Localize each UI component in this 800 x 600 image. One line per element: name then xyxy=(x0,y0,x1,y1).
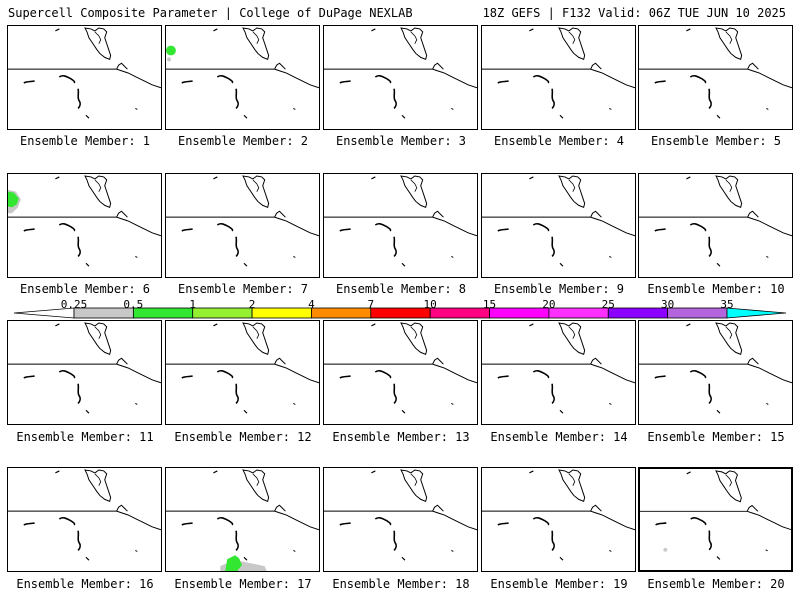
ensemble-member-panel[interactable] xyxy=(165,467,320,572)
scp-contour xyxy=(663,547,668,552)
colorbar-tick-label: 7 xyxy=(367,298,375,311)
ensemble-member-panel[interactable] xyxy=(638,173,793,278)
member-map xyxy=(324,469,477,561)
member-map xyxy=(8,322,161,414)
member-label: Ensemble Member: 3 xyxy=(335,134,467,148)
member-label: Ensemble Member: 18 xyxy=(332,577,470,591)
ensemble-member-panel[interactable] xyxy=(481,25,636,130)
member-label: Ensemble Member: 10 xyxy=(647,282,785,296)
member-map xyxy=(482,27,635,119)
member-map xyxy=(166,27,319,119)
ensemble-member-panel[interactable] xyxy=(165,320,320,425)
member-label: Ensemble Member: 5 xyxy=(650,134,782,148)
ensemble-member-panel[interactable] xyxy=(7,173,162,278)
colorbar-segment xyxy=(192,307,253,319)
member-label: Ensemble Member: 11 xyxy=(16,430,154,444)
colorbar-tick-label: 4 xyxy=(308,298,315,311)
colorbar-segment xyxy=(251,307,312,319)
member-map xyxy=(482,175,635,267)
colorbar-segment xyxy=(370,307,431,319)
member-label: Ensemble Member: 14 xyxy=(490,430,628,444)
run-valid-time: 18Z GEFS | F132 Valid: 06Z TUE JUN 10 20… xyxy=(482,6,786,20)
member-map xyxy=(166,469,319,571)
colorbar-segment xyxy=(311,307,372,319)
ensemble-member-panel[interactable] xyxy=(165,173,320,278)
colorbar-segment xyxy=(667,307,728,319)
member-label: Ensemble Member: 9 xyxy=(493,282,625,296)
ensemble-member-panel[interactable] xyxy=(323,173,478,278)
member-map xyxy=(324,27,477,119)
member-label: Ensemble Member: 7 xyxy=(177,282,309,296)
ensemble-member-panel[interactable] xyxy=(638,25,793,130)
member-label: Ensemble Member: 4 xyxy=(493,134,625,148)
member-label: Ensemble Member: 17 xyxy=(174,577,312,591)
ensemble-member-panel[interactable] xyxy=(7,467,162,572)
colorbar-tick-label: 20 xyxy=(542,298,556,311)
ensemble-member-panel[interactable] xyxy=(165,25,320,130)
scp-contour xyxy=(166,57,171,62)
member-label: Ensemble Member: 1 xyxy=(19,134,151,148)
colorbar-tick-label: 2 xyxy=(248,298,256,311)
colorbar-tick-label: 1 xyxy=(189,298,197,311)
colorbar-segment xyxy=(489,307,550,319)
scp-contour xyxy=(8,191,19,208)
member-label: Ensemble Member: 16 xyxy=(16,577,154,591)
member-map xyxy=(8,27,161,119)
member-label: Ensemble Member: 15 xyxy=(647,430,785,444)
colorbar-segment xyxy=(429,307,490,319)
ensemble-member-panel[interactable] xyxy=(323,467,478,572)
color-scale-bar xyxy=(13,307,787,319)
colorbar-tick-label: 10 xyxy=(423,298,437,311)
ensemble-member-panel[interactable] xyxy=(481,320,636,425)
member-map xyxy=(166,322,319,414)
colorbar-tick-label: 0.25 xyxy=(60,298,88,311)
member-map xyxy=(482,322,635,414)
ensemble-member-panel[interactable] xyxy=(323,25,478,130)
member-map xyxy=(639,322,792,414)
colorbar-tick-label: 15 xyxy=(482,298,497,311)
member-map xyxy=(8,175,161,267)
ensemble-member-panel[interactable] xyxy=(638,320,793,425)
member-label: Ensemble Member: 20 xyxy=(647,577,785,591)
page-title: Supercell Composite Parameter | College … xyxy=(8,6,413,20)
ensemble-member-panel[interactable] xyxy=(481,173,636,278)
member-label: Ensemble Member: 19 xyxy=(490,577,628,591)
member-map xyxy=(8,469,161,561)
scp-contour xyxy=(166,45,176,56)
colorbar-tick-label: 30 xyxy=(661,298,675,311)
scp-contour xyxy=(225,555,243,571)
colorbar-tick-label: 25 xyxy=(601,298,615,311)
member-map xyxy=(324,175,477,267)
colorbar-segment xyxy=(607,307,669,319)
member-map xyxy=(482,469,635,561)
colorbar-segment xyxy=(548,307,609,319)
ensemble-member-panel[interactable] xyxy=(323,320,478,425)
colorbar-high-cap xyxy=(726,307,787,319)
ensemble-member-panel[interactable] xyxy=(481,467,636,572)
colorbar-tick-label: 0.5 xyxy=(123,298,144,311)
member-label: Ensemble Member: 8 xyxy=(335,282,467,296)
member-map xyxy=(640,470,791,560)
member-label: Ensemble Member: 12 xyxy=(174,430,312,444)
member-map xyxy=(324,322,477,414)
member-map xyxy=(639,175,792,267)
member-label: Ensemble Member: 6 xyxy=(19,282,151,296)
member-map xyxy=(639,27,792,119)
colorbar-tick-label: 35 xyxy=(720,298,734,311)
ensemble-member-panel[interactable] xyxy=(638,467,793,572)
member-map xyxy=(166,175,319,267)
ensemble-member-panel[interactable] xyxy=(7,320,162,425)
ensemble-member-panel[interactable] xyxy=(7,25,162,130)
member-label: Ensemble Member: 13 xyxy=(332,430,470,444)
member-label: Ensemble Member: 2 xyxy=(177,134,309,148)
